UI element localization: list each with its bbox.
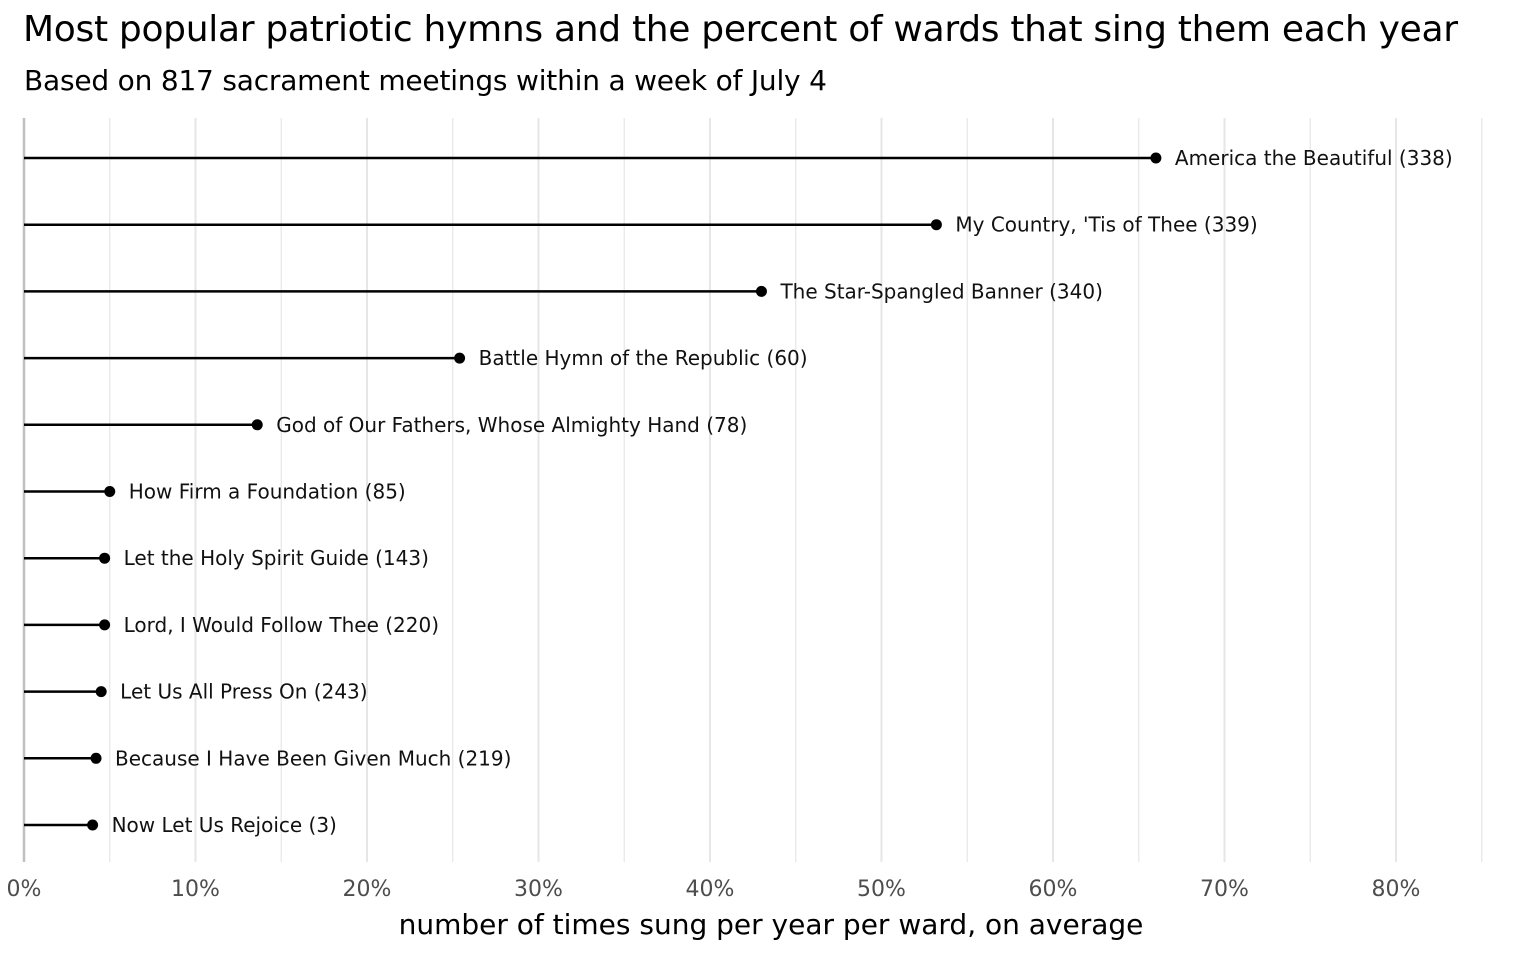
x-axis: 0% 10% 20% 30% 40% 50% 60% 70% 80% [7,118,1421,902]
lollipop-point [930,219,942,231]
point-label: Battle Hymn of the Republic (60) [479,346,808,370]
point-label: Now Let Us Rejoice (3) [112,813,337,837]
x-tick-label: 50% [857,877,906,902]
x-tick-label: 80% [1372,877,1421,902]
lollipop-point [1150,152,1162,164]
lollipop-point [251,419,263,431]
x-tick-label: 30% [514,877,563,902]
lollipop-point [99,619,111,631]
point-label: Lord, I Would Follow Thee (220) [124,613,439,637]
lollipop-point [90,752,102,764]
lollipop-point [454,352,466,364]
x-tick-label: 60% [1029,877,1078,902]
point-label: The Star-Spangled Banner (340) [779,279,1102,303]
x-tick-label: 0% [7,877,42,902]
x-tick-label: 20% [343,877,392,902]
x-axis-title: number of times sung per year per ward, … [399,908,1144,941]
point-label: How Firm a Foundation (85) [129,480,406,504]
lollipop-point [755,285,767,297]
point-label: Let Us All Press On (243) [120,680,367,704]
lollipop-point [104,486,116,497]
point-label: America the Beautiful (338) [1175,146,1453,170]
lollipop-point [95,686,107,698]
x-tick-label: 10% [171,877,220,902]
chart-title: Most popular patriotic hymns and the per… [23,9,1458,50]
lollipop-point [99,552,111,564]
point-label: God of Our Fathers, Whose Almighty Hand … [276,413,747,437]
gridlines [109,118,1483,862]
chart-subtitle: Based on 817 sacrament meetings within a… [24,64,827,97]
x-tick-label: 40% [686,877,735,902]
lollipop-point [87,819,99,831]
x-tick-label: 70% [1200,877,1249,902]
point-label: My Country, 'Tis of Thee (339) [955,213,1257,237]
point-label: Because I Have Been Given Much (219) [115,746,511,770]
chart-marks: America the Beautiful (338) My Country, '… [24,146,1453,837]
point-label: Let the Holy Spirit Guide (143) [124,546,429,570]
